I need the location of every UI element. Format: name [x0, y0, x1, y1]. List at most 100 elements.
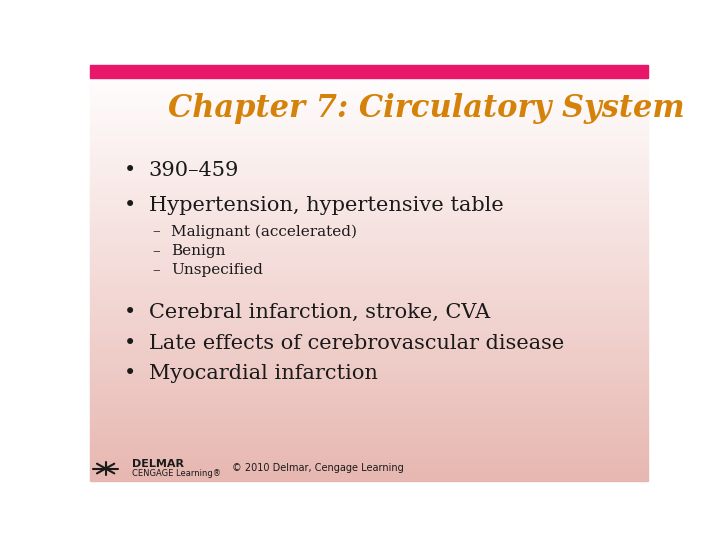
- Text: Cerebral infarction, stroke, CVA: Cerebral infarction, stroke, CVA: [148, 303, 490, 322]
- Bar: [90, 353, 648, 354]
- Bar: [90, 80, 648, 82]
- Bar: [90, 263, 648, 265]
- Bar: [90, 68, 648, 69]
- Bar: [90, 198, 648, 199]
- Bar: [90, 131, 648, 133]
- Bar: [90, 321, 648, 322]
- Bar: [90, 213, 648, 214]
- Bar: [90, 191, 648, 192]
- Bar: [90, 449, 648, 450]
- Bar: [90, 108, 648, 109]
- Text: Unspecified: Unspecified: [171, 263, 263, 277]
- Bar: [90, 409, 648, 410]
- Bar: [90, 223, 648, 224]
- Text: •: •: [124, 303, 136, 322]
- Bar: [90, 138, 648, 140]
- Bar: [90, 410, 648, 411]
- Bar: [90, 420, 648, 421]
- Bar: [90, 75, 648, 76]
- Bar: [90, 479, 648, 481]
- Bar: [90, 402, 648, 403]
- Bar: [90, 249, 648, 251]
- Bar: [90, 136, 648, 137]
- Bar: [90, 87, 648, 89]
- Bar: [90, 219, 648, 220]
- Bar: [90, 76, 648, 77]
- Bar: [90, 180, 648, 181]
- Bar: [90, 291, 648, 292]
- Bar: [90, 431, 648, 432]
- Bar: [90, 233, 648, 234]
- Text: –: –: [152, 244, 160, 258]
- Bar: [90, 275, 648, 277]
- Bar: [90, 307, 648, 309]
- Bar: [90, 259, 648, 260]
- Bar: [90, 83, 648, 84]
- Bar: [90, 357, 648, 359]
- Bar: [90, 205, 648, 206]
- Bar: [90, 72, 648, 73]
- Bar: [90, 235, 648, 237]
- Bar: [90, 130, 648, 131]
- Bar: [90, 446, 648, 447]
- Bar: [90, 209, 648, 210]
- Bar: [90, 73, 648, 75]
- Bar: [90, 322, 648, 324]
- Bar: [90, 443, 648, 444]
- Bar: [90, 400, 648, 402]
- Bar: [90, 162, 648, 163]
- Bar: [90, 319, 648, 320]
- Bar: [90, 373, 648, 374]
- Bar: [90, 451, 648, 453]
- Bar: [90, 79, 648, 80]
- Bar: [90, 403, 648, 404]
- Bar: [90, 280, 648, 281]
- Bar: [90, 178, 648, 180]
- Bar: [90, 348, 648, 349]
- Text: Myocardial infarction: Myocardial infarction: [148, 364, 377, 383]
- Bar: [90, 417, 648, 418]
- Bar: [90, 436, 648, 437]
- Bar: [90, 429, 648, 431]
- Bar: [90, 442, 648, 443]
- Bar: [90, 305, 648, 306]
- Bar: [90, 133, 648, 134]
- Bar: [90, 434, 648, 435]
- Bar: [90, 148, 648, 150]
- Bar: [90, 109, 648, 111]
- Bar: [90, 170, 648, 172]
- Bar: [90, 368, 648, 370]
- Bar: [90, 300, 648, 302]
- Bar: [90, 343, 648, 345]
- Text: Malignant (accelerated): Malignant (accelerated): [171, 224, 357, 239]
- Text: •: •: [124, 196, 136, 215]
- Bar: [90, 432, 648, 434]
- Bar: [90, 143, 648, 144]
- Bar: [90, 190, 648, 191]
- Bar: [90, 312, 648, 313]
- Bar: [90, 435, 648, 436]
- Bar: [90, 221, 648, 223]
- Bar: [90, 478, 648, 479]
- Bar: [90, 234, 648, 235]
- Bar: [90, 241, 648, 242]
- Bar: [90, 145, 648, 146]
- Bar: [90, 378, 648, 380]
- Bar: [90, 278, 648, 280]
- Bar: [90, 461, 648, 463]
- Bar: [90, 474, 648, 475]
- Bar: [90, 458, 648, 460]
- Bar: [90, 385, 648, 386]
- Bar: [90, 303, 648, 305]
- Bar: [90, 181, 648, 183]
- Bar: [90, 114, 648, 116]
- Bar: [90, 146, 648, 148]
- Bar: [90, 113, 648, 114]
- Bar: [90, 202, 648, 204]
- Bar: [90, 320, 648, 321]
- Bar: [90, 245, 648, 246]
- Bar: [90, 374, 648, 375]
- Bar: [90, 444, 648, 446]
- Bar: [90, 284, 648, 285]
- Bar: [90, 460, 648, 461]
